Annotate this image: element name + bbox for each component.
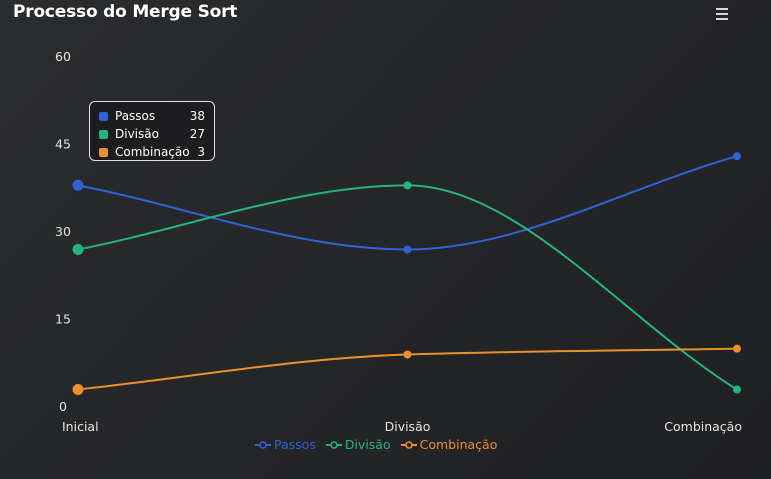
legend-marker-icon [255, 440, 271, 449]
tooltip-value: 38 [189, 109, 205, 123]
y-tick-label: 15 [55, 312, 71, 327]
tooltip-value: 3 [197, 145, 205, 159]
chart-title: Processo do Merge Sort [13, 2, 238, 22]
y-tick-label: 60 [55, 49, 71, 64]
series-line-0 [77, 155, 738, 251]
y-tick-label: 0 [59, 399, 67, 414]
data-point[interactable] [733, 344, 741, 353]
data-point[interactable] [72, 179, 84, 191]
data-point[interactable] [733, 152, 741, 161]
legend-label: Combinação [419, 437, 498, 452]
legend-label: Divisão [344, 437, 391, 452]
y-tick-label: 30 [55, 224, 71, 239]
legend-label: Passos [274, 437, 316, 452]
tooltip-row-passos: Passos 38 [99, 107, 205, 125]
tooltip-row-combinacao: Combinação 3 [99, 143, 205, 161]
data-point[interactable] [403, 181, 412, 190]
legend-item-divisao[interactable]: Divisão [325, 437, 391, 452]
hamburger-menu-icon[interactable] [712, 4, 732, 22]
tooltip-value: 27 [189, 127, 205, 141]
x-tick-label: Inicial [62, 419, 99, 434]
tooltip-swatch-divisao [99, 129, 108, 139]
legend-marker-icon [400, 440, 417, 449]
tooltip-swatch-passos [99, 111, 108, 121]
chart-tooltip: Passos 38 Divisão 27 Combinação 3 [89, 101, 215, 161]
data-point[interactable] [403, 350, 412, 359]
chart-legend: Passos Divisão Combinação [255, 437, 497, 452]
tooltip-label: Passos [115, 109, 156, 123]
series-line-1 [77, 184, 738, 391]
data-point[interactable] [72, 244, 84, 255]
y-tick-label: 45 [55, 137, 71, 152]
data-point[interactable] [733, 385, 741, 394]
x-tick-label: Combinação [664, 419, 742, 434]
x-tick-label: Divisão [385, 419, 431, 434]
legend-item-combinacao[interactable]: Combinação [400, 437, 498, 452]
legend-marker-icon [325, 440, 342, 449]
data-point[interactable] [403, 245, 412, 254]
data-point[interactable] [72, 384, 84, 395]
tooltip-label: Divisão [115, 127, 159, 141]
legend-item-passos[interactable]: Passos [255, 437, 316, 452]
tooltip-label: Combinação [115, 145, 190, 159]
tooltip-swatch-combinacao [99, 147, 108, 157]
tooltip-row-divisao: Divisão 27 [99, 125, 205, 143]
